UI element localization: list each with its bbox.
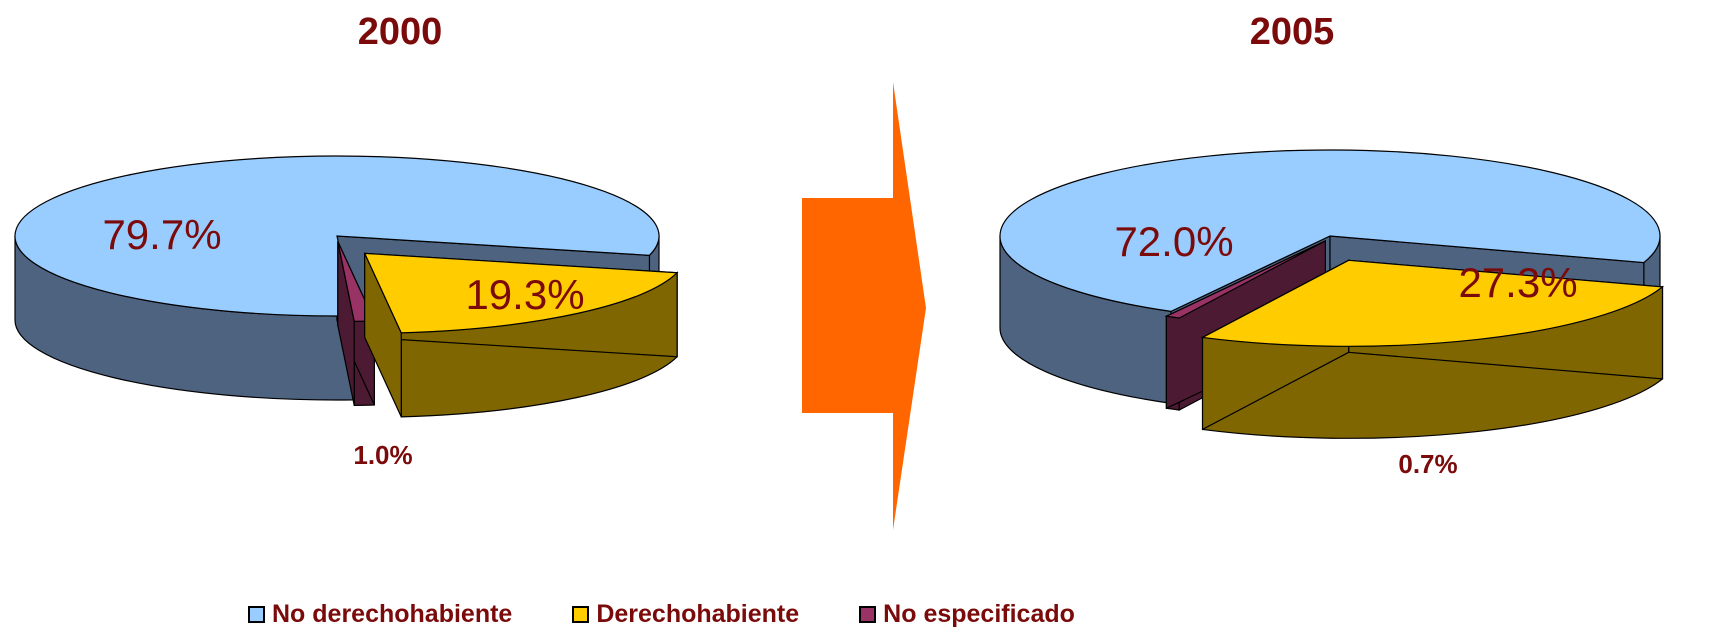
slice-label-no-derechohabiente-2000: 79.7% — [102, 211, 221, 258]
slice-label-no-especificado-2000: 1.0% — [353, 440, 412, 470]
pie-top-face — [363, 252, 679, 334]
legend-item-no-derechohabiente: No derechohabiente — [248, 600, 512, 629]
pie-chart-2000 — [14, 155, 679, 418]
slice-label-derechohabiente-2005: 27.3% — [1458, 259, 1577, 306]
slice-label-derechohabiente-2000: 19.3% — [465, 271, 584, 318]
legend-swatch — [248, 605, 265, 623]
pie-chart-2005 — [999, 149, 1665, 439]
legend-item-no-especificado: No especificado — [859, 600, 1075, 629]
legend-swatch — [859, 605, 877, 623]
pie-top-face — [1164, 240, 1326, 319]
slice-label-no-especificado-2005: 0.7% — [1398, 449, 1457, 479]
pie-top-face — [14, 155, 660, 317]
pie-top-face — [1200, 259, 1665, 347]
chart-title-2000: 2000 — [358, 11, 443, 53]
pie-labels-2005: 72.0% 27.3% 0.7% — [1114, 218, 1577, 479]
legend-label: Derechohabiente — [596, 599, 800, 628]
pie-slice-derechohabiente — [1200, 259, 1665, 439]
pie-labels-2000: 79.7% 19.3% 1.0% — [102, 211, 584, 470]
pie-top-face — [999, 149, 1661, 312]
legend-item-derechohabiente: Derechohabiente — [572, 600, 799, 629]
pie-slice-derechohabiente — [363, 252, 679, 418]
slice-label-no-derechohabiente-2005: 72.0% — [1114, 218, 1233, 265]
legend-label: No especificado — [883, 599, 1075, 628]
chart-title-2005: 2005 — [1250, 11, 1335, 53]
legend-label: No derechohabiente — [272, 599, 513, 628]
arrow-icon — [802, 82, 926, 530]
legend-swatch — [572, 605, 590, 623]
legend: No derechohabiente Derechohabiente No es… — [248, 598, 1135, 630]
